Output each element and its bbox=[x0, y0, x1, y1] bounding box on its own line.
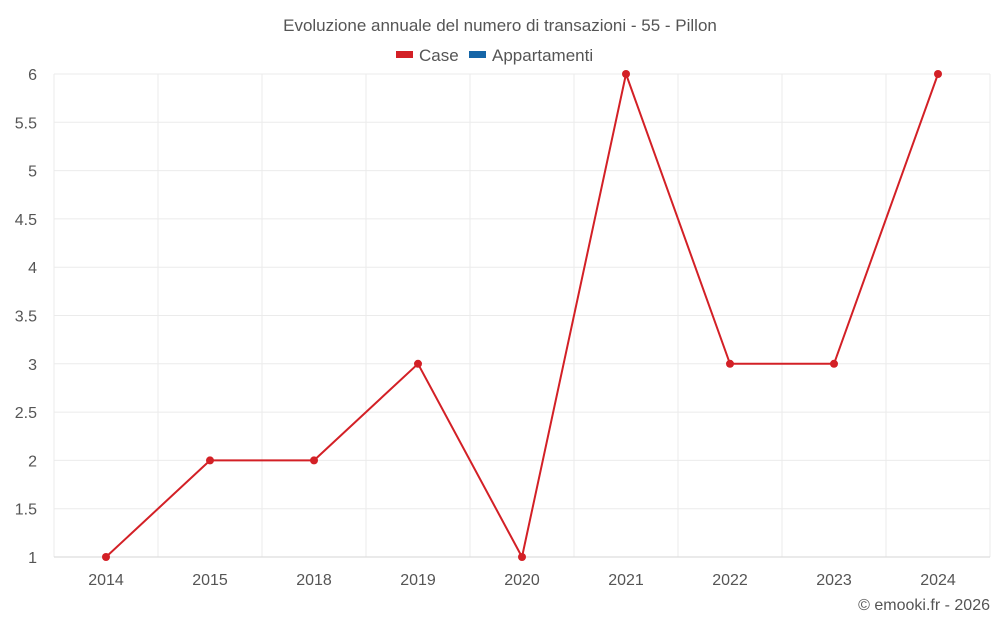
y-tick-label: 6 bbox=[28, 67, 37, 84]
x-tick-label: 2021 bbox=[608, 572, 644, 589]
y-tick-label: 4.5 bbox=[15, 212, 37, 229]
legend-label-appartamenti[interactable]: Appartamenti bbox=[492, 46, 593, 65]
y-axis-ticks: 1 1.5 2 2.5 3 3.5 4 4.5 5 5.5 6 bbox=[15, 67, 37, 567]
x-tick-label: 2018 bbox=[296, 572, 332, 589]
legend-swatch-appartamenti[interactable] bbox=[469, 51, 486, 58]
credit-text: © emooki.fr - 2026 bbox=[858, 597, 990, 614]
grid bbox=[53, 73, 991, 558]
data-point-case[interactable] bbox=[830, 359, 838, 368]
x-tick-label: 2019 bbox=[400, 572, 436, 589]
y-tick-label: 4 bbox=[28, 260, 37, 277]
data-point-case[interactable] bbox=[414, 359, 422, 368]
y-tick-label: 2 bbox=[28, 453, 37, 470]
x-tick-label: 2024 bbox=[920, 572, 956, 589]
data-point-case[interactable] bbox=[102, 553, 110, 561]
x-tick-label: 2014 bbox=[88, 572, 124, 589]
legend-label-case[interactable]: Case bbox=[419, 46, 459, 65]
x-tick-label: 2020 bbox=[504, 572, 540, 589]
y-tick-label: 3.5 bbox=[15, 309, 37, 326]
chart-title: Evoluzione annuale del numero di transaz… bbox=[283, 16, 717, 35]
y-tick-label: 3 bbox=[28, 357, 37, 374]
legend: Case Appartamenti bbox=[396, 46, 593, 65]
data-point-case[interactable] bbox=[206, 456, 214, 465]
data-point-case[interactable] bbox=[310, 456, 318, 465]
x-tick-label: 2023 bbox=[816, 572, 852, 589]
x-axis-ticks: 2014 2015 2018 2019 2020 2021 2022 2023 2024 bbox=[88, 572, 956, 589]
data-point-case[interactable] bbox=[934, 70, 942, 78]
y-tick-label: 5 bbox=[28, 164, 37, 181]
legend-swatch-case[interactable] bbox=[396, 51, 413, 58]
y-tick-label: 1 bbox=[28, 550, 37, 567]
y-tick-label: 2.5 bbox=[15, 405, 37, 422]
data-point-case[interactable] bbox=[622, 70, 630, 78]
data-point-case[interactable] bbox=[518, 553, 526, 561]
y-tick-label: 5.5 bbox=[15, 115, 37, 132]
x-tick-label: 2022 bbox=[712, 572, 748, 589]
data-point-case[interactable] bbox=[726, 359, 734, 368]
x-tick-label: 2015 bbox=[192, 572, 228, 589]
y-tick-label: 1.5 bbox=[15, 502, 37, 519]
series-case bbox=[102, 70, 942, 561]
